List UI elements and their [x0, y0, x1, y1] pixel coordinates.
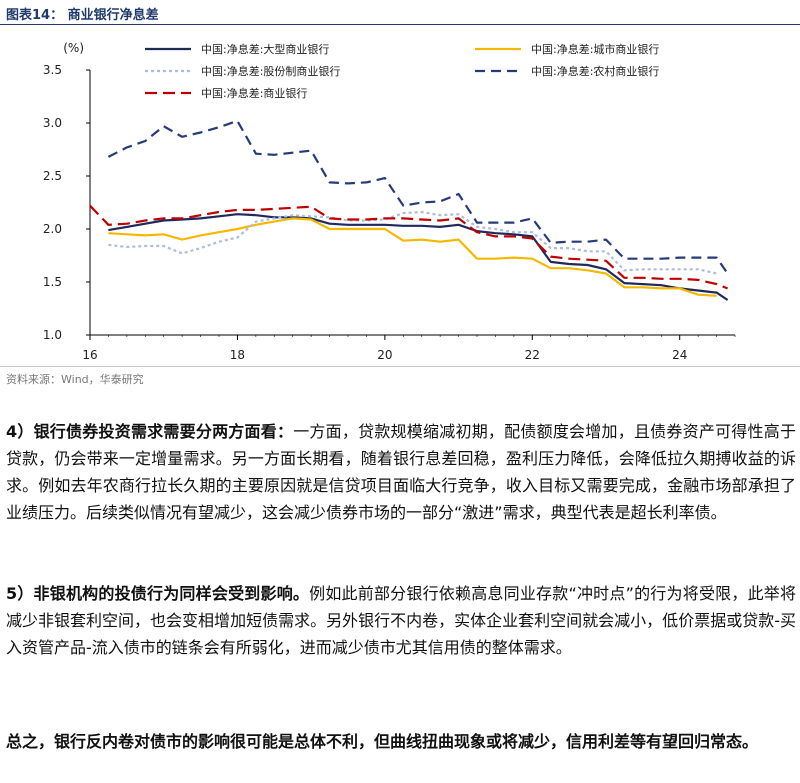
series-line [89, 204, 729, 290]
chart-axes: 1.0 1.5 2.0 2.5 3.0 3.5(%) 16 18 20 22 24 [43, 41, 736, 362]
y-axis-unit: (%) [63, 41, 84, 55]
paragraph-conclusion: 总之，银行反内卷对债市的影响很可能是总体不利，但曲线扭曲现象或将减少，信用利差等… [6, 732, 759, 751]
series-line [108, 210, 717, 275]
series-line [107, 119, 729, 275]
chart-series [89, 119, 729, 301]
x-tick-label: 24 [672, 348, 687, 362]
y-tick-label: 1.0 [43, 328, 62, 342]
series-line [108, 213, 729, 301]
legend-label: 中国:净息差:城市商业银行 [531, 42, 659, 56]
paragraph-body: 例如此前部分银行依赖高息同业存款“冲时点”的行为将受限，此举将减少非银套利空间，… [6, 584, 796, 657]
paragraph-nonbank-behavior: 5）非银机构的投债行为同样会受到影响。例如此前部分银行依赖高息同业存款“冲时点”… [6, 580, 796, 661]
y-tick-label: 3.0 [43, 116, 62, 130]
y-tick-label: 3.5 [43, 63, 62, 77]
legend-label: 中国:净息差:农村商业银行 [531, 64, 659, 78]
paragraph-body: 一方面，贷款规模缩减初期，配债额度会增加，且债券资产可得性高于贷款，仍会带来一定… [6, 422, 796, 522]
legend-label: 中国:净息差:商业银行 [201, 86, 307, 100]
y-tick-label: 2.0 [43, 222, 62, 236]
chart-legend: 中国:净息差:大型商业银行 中国:净息差:城市商业银行中国:净息差:股份制商业银行… [145, 42, 659, 100]
legend-label: 中国:净息差:大型商业银行 [201, 42, 329, 56]
figure-title: 图表14： 商业银行净息差 [6, 8, 159, 23]
x-tick-label: 16 [82, 348, 97, 362]
x-tick-label: 18 [230, 348, 245, 362]
x-tick-label: 22 [525, 348, 540, 362]
x-tick-label: 20 [377, 348, 392, 362]
legend-label: 中国:净息差:股份制商业银行 [201, 64, 340, 78]
paragraph-lead: 4）银行债券投资需求需要分两方面看： [6, 422, 294, 441]
source-divider [0, 366, 800, 367]
title-divider [0, 24, 800, 25]
paragraph-bank-bond-demand: 4）银行债券投资需求需要分两方面看：一方面，贷款规模缩减初期，配债额度会增加，且… [6, 418, 796, 526]
y-tick-label: 2.5 [43, 169, 62, 183]
paragraph-lead: 5）非银机构的投债行为同样会受到影响。 [6, 584, 310, 603]
series-line [108, 217, 717, 297]
y-tick-label: 1.5 [43, 275, 62, 289]
figure-source: 资料来源：Wind，华泰研究 [6, 373, 144, 386]
net-interest-margin-chart: 1.0 1.5 2.0 2.5 3.0 3.5(%) 16 18 20 22 24 中国:净息差:大… [43, 41, 736, 362]
